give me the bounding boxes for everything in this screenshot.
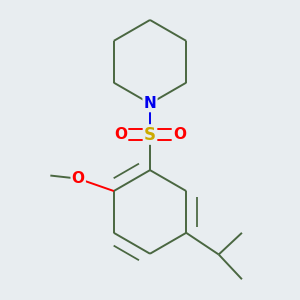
Text: O: O: [72, 171, 85, 186]
Text: O: O: [173, 127, 186, 142]
Text: O: O: [114, 127, 127, 142]
Text: N: N: [144, 96, 156, 111]
Text: S: S: [144, 125, 156, 143]
